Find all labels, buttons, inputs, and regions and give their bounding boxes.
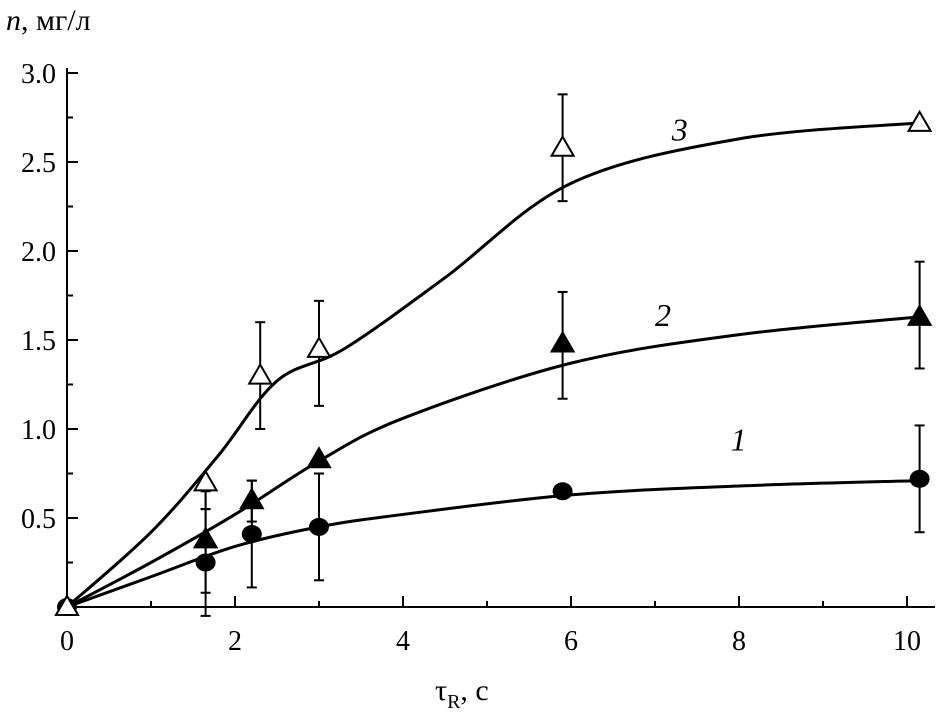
marks: 1 2 3: [54, 93, 933, 617]
x-tick-label: 0: [60, 626, 74, 657]
data-point-circle: [552, 482, 573, 501]
data-point-triangle: [549, 134, 576, 157]
series-label: 2: [655, 297, 671, 333]
x-tick-label: 2: [228, 626, 242, 657]
y-tick-label: 1.5: [21, 326, 56, 357]
y-tick-label: 3.0: [21, 59, 56, 90]
y-tick-label: 2.0: [21, 237, 56, 268]
y-tick-label: 2.5: [21, 148, 56, 179]
x-tick-label: 10: [893, 626, 921, 657]
data-point-circle: [909, 469, 930, 488]
data-point-triangle: [306, 335, 332, 358]
data-point-circle: [309, 517, 329, 536]
series-label: 3: [671, 112, 688, 148]
data-point-triangle: [906, 303, 933, 326]
data-point-triangle: [192, 469, 219, 492]
series-label: 1: [731, 421, 747, 457]
x-axis-label: τR, с: [435, 674, 489, 713]
data-point-triangle: [239, 487, 265, 510]
data-point-triangle: [549, 330, 576, 353]
x-tick-label: 4: [396, 626, 410, 657]
data-point-triangle: [306, 446, 332, 469]
data-point-triangle: [54, 594, 80, 616]
y-axis-label: n, мг/л: [6, 4, 91, 37]
data-point-triangle: [247, 362, 273, 385]
x-tick-label: 8: [732, 626, 746, 657]
data-point-triangle: [906, 109, 933, 132]
x-tick-label: 6: [564, 626, 578, 657]
y-tick-label: 0.5: [21, 504, 56, 535]
data-point-triangle: [192, 526, 219, 549]
axes: 0 2 4 6 8 10 0.5 1.0 1.5 2.0 2.5 3.0: [21, 59, 935, 657]
series-1-curve: [66, 479, 920, 609]
series-2-curve: [66, 315, 920, 609]
series-3-curve: [66, 121, 920, 609]
y-tick-label: 1.0: [21, 415, 56, 446]
data-point-circle: [241, 525, 262, 544]
